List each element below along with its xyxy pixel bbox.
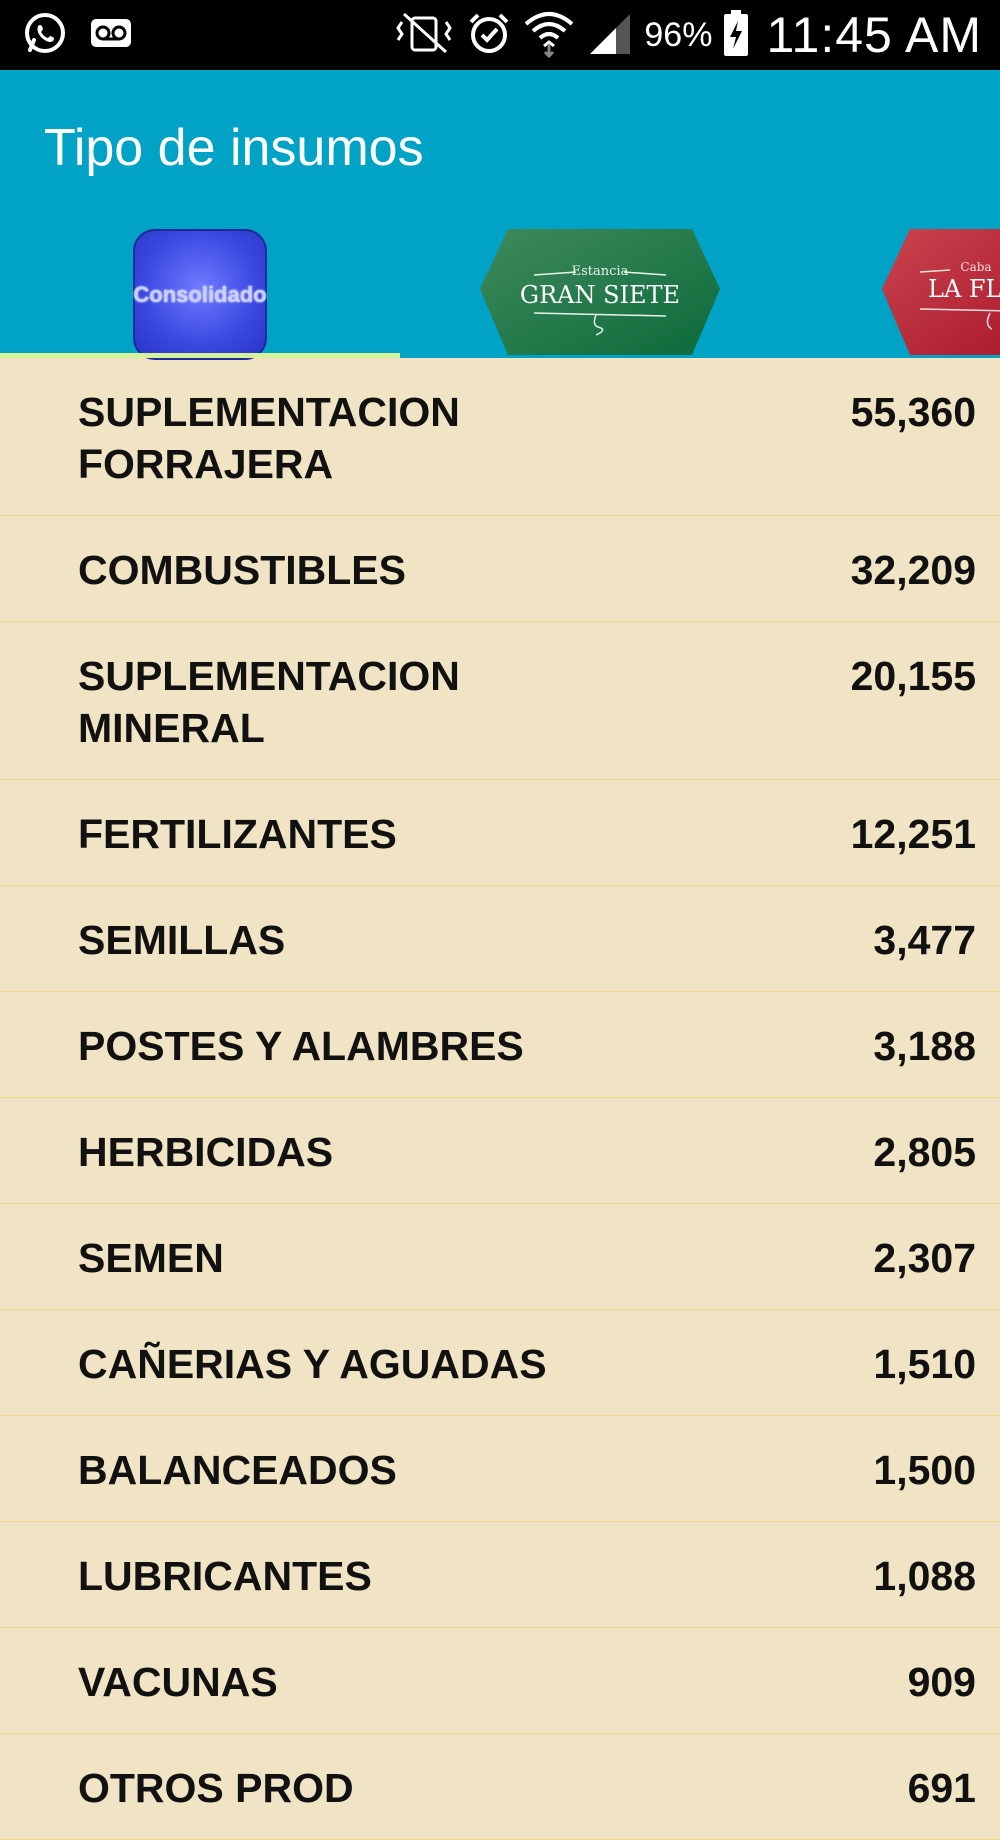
list-item[interactable]: BALANCEADOS 1,500 — [0, 1416, 1000, 1522]
item-name: LUBRICANTES — [78, 1553, 372, 1599]
item-value: 2,805 — [873, 1129, 976, 1175]
item-name: SUPLEMENTACION MINERAL — [78, 653, 460, 751]
item-name: SEMILLAS — [78, 917, 286, 963]
la-flor-main-label: LA FL — [928, 275, 1000, 303]
item-value: 12,251 — [850, 811, 976, 857]
tab-la-flor[interactable]: Caba LA FL — [880, 225, 1000, 358]
item-value: 3,477 — [873, 917, 976, 963]
gran-siete-main-label: GRAN SIETE — [520, 281, 680, 309]
list-item[interactable]: SEMILLAS 3,477 — [0, 886, 1000, 992]
tab-consolidado[interactable]: Consolidado — [0, 225, 400, 360]
item-name: COMBUSTIBLES — [78, 547, 406, 593]
list-item[interactable]: SEMEN 2,307 — [0, 1204, 1000, 1310]
item-value: 1,510 — [873, 1341, 976, 1387]
item-value: 3,188 — [873, 1023, 976, 1069]
item-value: 691 — [907, 1765, 976, 1811]
selected-tab-indicator — [0, 353, 400, 358]
la-flor-logo: Caba LA FL — [882, 229, 1000, 355]
item-value: 1,088 — [873, 1553, 976, 1599]
vibrate-icon — [392, 10, 456, 61]
list-item[interactable]: FERTILIZANTES 12,251 — [0, 780, 1000, 886]
status-bar: 96% 11:45 AM — [0, 0, 1000, 70]
item-name: OTROS PROD — [78, 1765, 354, 1811]
item-name: CAÑERIAS Y AGUADAS — [78, 1341, 547, 1387]
item-name: POSTES Y ALAMBRES — [78, 1023, 524, 1069]
app-bar: Tipo de insumos Consolidado Estancia — [0, 70, 1000, 360]
battery-charging-icon — [722, 9, 750, 62]
item-name: BALANCEADOS — [78, 1447, 397, 1493]
list-item[interactable]: CAÑERIAS Y AGUADAS 1,510 — [0, 1310, 1000, 1416]
voicemail-icon — [90, 18, 132, 53]
gran-siete-logo: Estancia GRAN SIETE — [480, 229, 720, 355]
wifi-icon — [522, 8, 576, 63]
signal-icon — [586, 10, 634, 61]
item-name: FERTILIZANTES — [78, 811, 397, 857]
item-name: VACUNAS — [78, 1659, 278, 1705]
item-value: 32,209 — [850, 547, 976, 593]
list-item[interactable]: SUPLEMENTACION FORRAJERA 55,360 — [0, 358, 1000, 516]
item-value: 1,500 — [873, 1447, 976, 1493]
list-item[interactable]: POSTES Y ALAMBRES 3,188 — [0, 992, 1000, 1098]
system-icons: 96% 11:45 AM — [392, 7, 982, 63]
whatsapp-icon — [22, 10, 68, 61]
item-name: HERBICIDAS — [78, 1129, 334, 1175]
tab-gran-siete[interactable]: Estancia GRAN SIETE — [478, 225, 722, 358]
page-title: Tipo de insumos — [44, 119, 424, 177]
item-value: 909 — [907, 1659, 976, 1705]
list-item[interactable]: VACUNAS 909 — [0, 1628, 1000, 1734]
la-flor-top-label: Caba — [960, 260, 991, 274]
list-item[interactable]: OTROS PROD 691 — [0, 1734, 1000, 1840]
battery-percent: 96% — [644, 15, 713, 54]
consolidado-logo: Consolidado — [133, 229, 267, 360]
notification-icons — [22, 10, 132, 60]
list-item[interactable]: LUBRICANTES 1,088 — [0, 1522, 1000, 1628]
item-value: 2,307 — [873, 1235, 976, 1281]
clock: 11:45 AM — [766, 7, 982, 63]
alarm-icon — [466, 10, 512, 61]
item-value: 20,155 — [850, 653, 976, 699]
item-name: SEMEN — [78, 1235, 224, 1281]
list-item[interactable]: SUPLEMENTACION MINERAL 20,155 — [0, 622, 1000, 780]
tab-strip: Consolidado Estancia GRAN SIETE — [0, 225, 1000, 360]
list-item[interactable]: HERBICIDAS 2,805 — [0, 1098, 1000, 1204]
item-name: SUPLEMENTACION FORRAJERA — [78, 389, 460, 487]
insumos-list: SUPLEMENTACION FORRAJERA 55,360 COMBUSTI… — [0, 358, 1000, 1840]
item-value: 55,360 — [850, 389, 976, 435]
tab-consolidado-label: Consolidado — [133, 281, 267, 307]
list-item[interactable]: COMBUSTIBLES 32,209 — [0, 516, 1000, 622]
gran-siete-top-label: Estancia — [572, 264, 629, 279]
